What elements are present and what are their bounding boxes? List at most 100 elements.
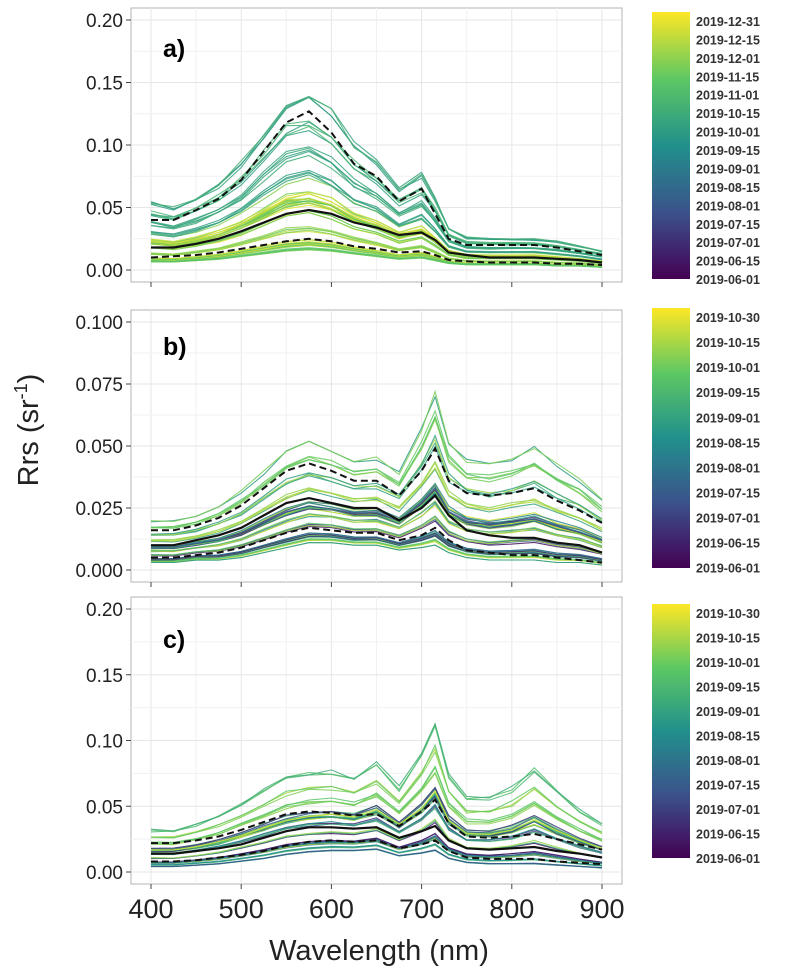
- spectrum-line: [150, 177, 603, 261]
- spectrum-line: [150, 434, 603, 535]
- colorbar-label: 2019-07-15: [696, 487, 760, 501]
- spectrum-line: [150, 468, 603, 543]
- spectrum-line: [150, 500, 603, 552]
- spectrum-line: [150, 532, 603, 561]
- y-tick-label: 0.075: [75, 375, 123, 396]
- colorbar-label: 2019-06-01: [696, 273, 760, 287]
- colorbar-label: 2019-12-15: [696, 33, 760, 47]
- colorbar-label: 2019-10-01: [696, 126, 760, 140]
- colorbar: [652, 12, 690, 279]
- series-q75: [151, 110, 603, 256]
- spectrum-line: [150, 226, 603, 266]
- colorbar-label: 2019-10-30: [696, 311, 760, 325]
- spectrum-line: [150, 807, 603, 856]
- x-tick-label: 700: [399, 894, 444, 924]
- spectrum-line: [150, 487, 603, 548]
- colorbar-label: 2019-08-15: [696, 729, 760, 743]
- spectrum-line: [150, 95, 603, 252]
- series-q75: [151, 446, 603, 532]
- colorbar-label: 2019-10-30: [696, 607, 760, 621]
- spectrum-line: [150, 722, 603, 832]
- y-tick-label: 0.025: [75, 499, 123, 520]
- spectrum-line: [150, 515, 603, 556]
- colorbar-label: 2019-07-15: [696, 778, 760, 792]
- spectrum-line: [150, 198, 603, 263]
- colorbar-label: 2019-09-01: [696, 162, 760, 176]
- panel-c: 0.00 0.05 0.10 0.15 0.20 400 500 600 700 800 900 c)…: [86, 596, 760, 924]
- spectrum-line: [150, 765, 603, 843]
- colorbar: [652, 604, 690, 858]
- spectrum-line: [150, 722, 603, 833]
- spectrum-line: [150, 169, 603, 260]
- y-tick-label: 0.00: [86, 863, 123, 884]
- series-q25: [150, 237, 603, 266]
- spectrum-line: [150, 191, 603, 262]
- series-median: [151, 208, 603, 264]
- spectrum-line: [150, 743, 603, 839]
- spectrum-line: [150, 490, 603, 550]
- spectrum-line: [150, 460, 603, 541]
- series-q25: [151, 526, 603, 564]
- series-q75: [151, 798, 603, 851]
- spectrum-line: [150, 416, 603, 529]
- y-tick-label: 0.050: [75, 437, 123, 458]
- y-tick-label: 0.20: [86, 11, 123, 32]
- colorbar-label: 2019-07-01: [696, 236, 760, 250]
- y-tick-label: 0.15: [86, 74, 123, 95]
- colorbar-label: 2019-07-15: [696, 218, 760, 232]
- spectrum-line: [150, 529, 603, 560]
- colorbar-label: 2019-09-15: [696, 144, 760, 158]
- colorbar-label: 2019-12-01: [696, 52, 760, 66]
- spectra-lines: [150, 95, 603, 268]
- x-axis-title: Wavelength (nm): [269, 935, 489, 967]
- colorbar-label: 2019-11-01: [696, 89, 759, 103]
- spectrum-line: [151, 542, 603, 566]
- panel-label: a): [163, 35, 185, 63]
- x-tick-label: 400: [128, 894, 173, 924]
- y-tick-label: 0.10: [86, 732, 123, 753]
- x-tick-label: 600: [309, 894, 354, 924]
- series-q25: [151, 839, 603, 866]
- spectrum-line: [150, 803, 603, 855]
- y-tick-label: 0.00: [86, 261, 123, 282]
- series-median: [151, 493, 603, 554]
- colorbar-label: 2019-08-15: [696, 181, 760, 195]
- spectrum-line: [150, 247, 603, 268]
- panels-group: 0.00 0.05 0.10 0.15 0.20 a) 2019-12-31 2019-12-…: [75, 7, 760, 924]
- colorbar-label: 2019-09-01: [696, 705, 760, 719]
- colorbar-label: 2019-06-01: [696, 562, 760, 576]
- colorbar-label: 2019-09-15: [696, 386, 760, 400]
- spectrum-line: [150, 409, 603, 528]
- spectrum-line: [150, 786, 603, 849]
- colorbar-label: 2019-10-01: [696, 656, 760, 670]
- colorbar-label: 2019-08-01: [696, 754, 760, 768]
- panel-label: c): [163, 626, 185, 654]
- series-median: [151, 824, 603, 859]
- y-tick-label: 0.05: [86, 797, 123, 818]
- colorbar-label: 2019-09-01: [696, 411, 760, 425]
- panel-label: b): [163, 333, 187, 361]
- colorbar: [652, 308, 690, 568]
- colorbar-label: 2019-08-01: [696, 199, 760, 213]
- colorbar-label: 2019-12-31: [696, 15, 760, 29]
- spectra-lines: [150, 389, 603, 566]
- x-tick-label: 500: [219, 894, 264, 924]
- y-tick-label: 0.15: [86, 666, 123, 687]
- spectrum-line: [150, 517, 603, 556]
- spectrum-line: [150, 389, 603, 523]
- colorbar-label: 2019-10-15: [696, 631, 760, 645]
- y-tick-label: 0.100: [75, 313, 123, 334]
- spectrum-line: [150, 787, 603, 851]
- colorbar-label: 2019-09-15: [696, 680, 760, 694]
- spectrum-line: [150, 146, 603, 258]
- colorbar-label: 2019-06-15: [696, 537, 760, 551]
- y-tick-label: 0.20: [86, 600, 123, 621]
- y-axis-title: Rrs (sr-1): [11, 374, 45, 487]
- colorbar-label: 2019-07-01: [696, 803, 760, 817]
- spectrum-line: [151, 820, 603, 859]
- spectrum-line: [150, 415, 603, 529]
- colorbar-label: 2019-08-01: [696, 461, 760, 475]
- colorbar-label: 2019-11-15: [696, 70, 759, 84]
- y-tick-label: 0.10: [86, 136, 123, 157]
